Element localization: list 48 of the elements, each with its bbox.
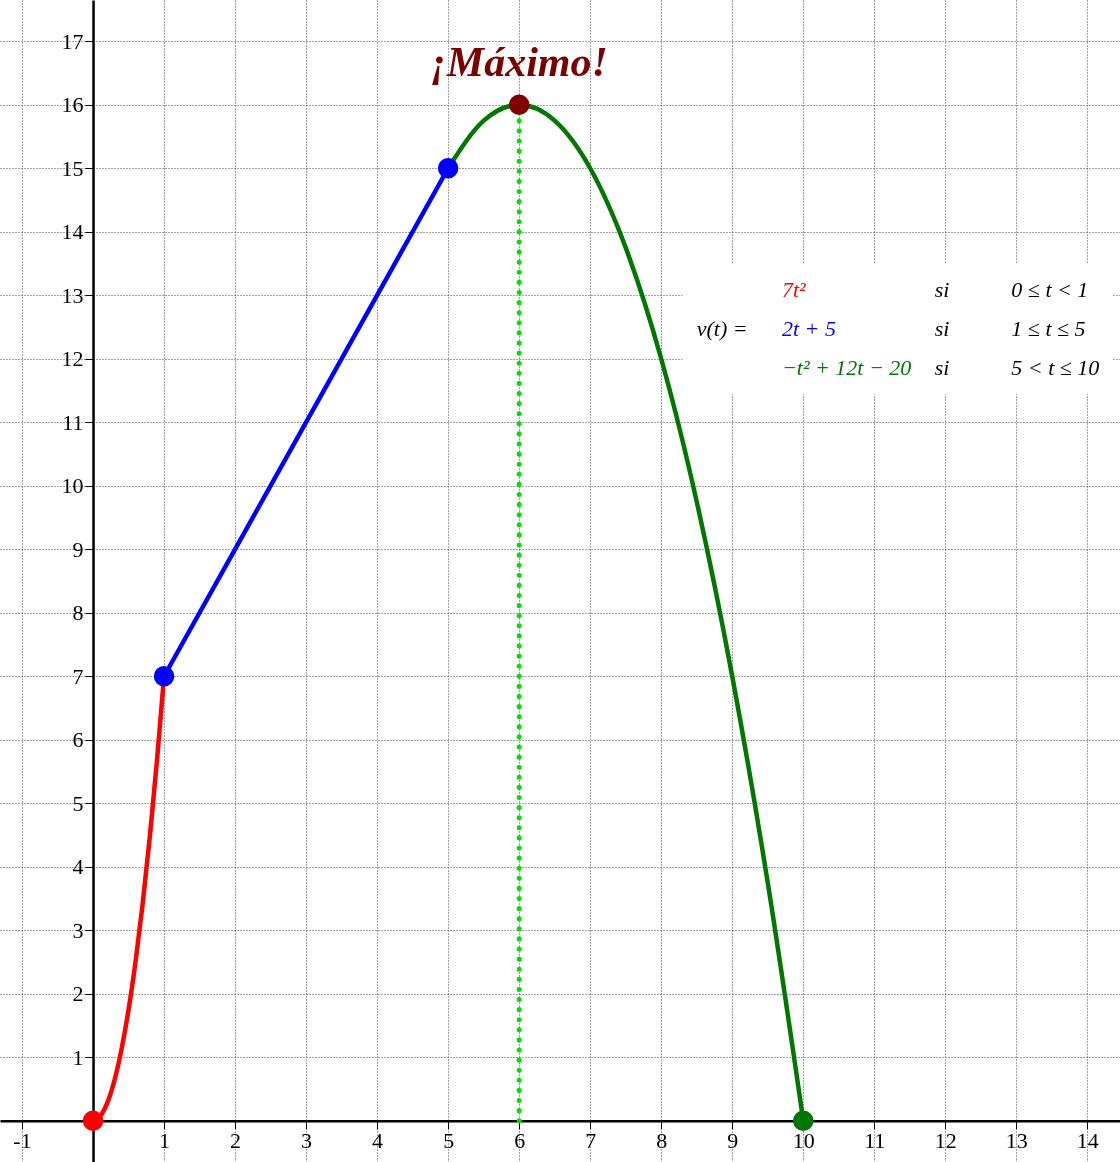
annotation: ¡Máximo! — [430, 38, 608, 85]
annotation: si — [934, 354, 950, 380]
point — [508, 94, 530, 115]
y-tick-label: 5 — [72, 790, 84, 816]
y-tick-label: 14 — [61, 219, 84, 245]
y-tick-label: 15 — [61, 155, 84, 181]
y-tick-label: 3 — [72, 917, 84, 943]
y-tick-label: 12 — [61, 346, 84, 372]
x-tick-label: 7 — [585, 1128, 597, 1154]
y-tick-label: 16 — [61, 92, 84, 118]
y-tick-label: 4 — [72, 854, 84, 880]
y-tick-label: 11 — [62, 409, 84, 435]
annotation: si — [934, 315, 950, 341]
x-tick-label: 1 — [159, 1128, 171, 1154]
annotation: −t² + 12t − 20 — [781, 354, 912, 380]
x-tick-label: 11 — [864, 1128, 886, 1154]
annotation: 1 ≤ t ≤ 5 — [1011, 315, 1086, 341]
x-tick-label: 6 — [514, 1128, 526, 1154]
x-tick-label: -1 — [13, 1128, 32, 1154]
x-tick-label: 8 — [656, 1128, 668, 1154]
annotation: 5 < t ≤ 10 — [1011, 354, 1100, 380]
x-tick-label: 2 — [230, 1128, 242, 1154]
point — [437, 158, 459, 179]
point — [793, 1110, 814, 1131]
annotation: 2t + 5 — [781, 315, 836, 341]
x-tick-label: 12 — [934, 1128, 957, 1154]
point — [82, 1110, 104, 1131]
x-tick-label: 13 — [1005, 1128, 1028, 1154]
y-tick-label: 6 — [72, 727, 84, 753]
x-tick-label: 10 — [792, 1128, 815, 1154]
point — [153, 666, 175, 687]
annotation: 7t² — [781, 276, 807, 302]
y-tick-label: 10 — [61, 473, 84, 499]
annotation: v(t) = — [696, 315, 748, 341]
y-tick-label: 13 — [61, 282, 84, 308]
y-tick-label: 2 — [72, 981, 84, 1007]
annotation: 0 ≤ t < 1 — [1011, 276, 1089, 302]
x-tick-label: 4 — [372, 1128, 384, 1154]
x-tick-label: 14 — [1076, 1128, 1099, 1154]
x-tick-label: 5 — [443, 1128, 455, 1154]
y-tick-label: 9 — [72, 536, 84, 562]
y-tick-label: 1 — [72, 1044, 84, 1070]
y-tick-label: 8 — [72, 600, 84, 626]
x-tick-label: 3 — [301, 1128, 313, 1154]
y-tick-label: 7 — [72, 663, 84, 689]
annotation: si — [934, 276, 950, 302]
y-tick-label: 17 — [61, 28, 84, 54]
x-tick-label: 9 — [727, 1128, 739, 1154]
